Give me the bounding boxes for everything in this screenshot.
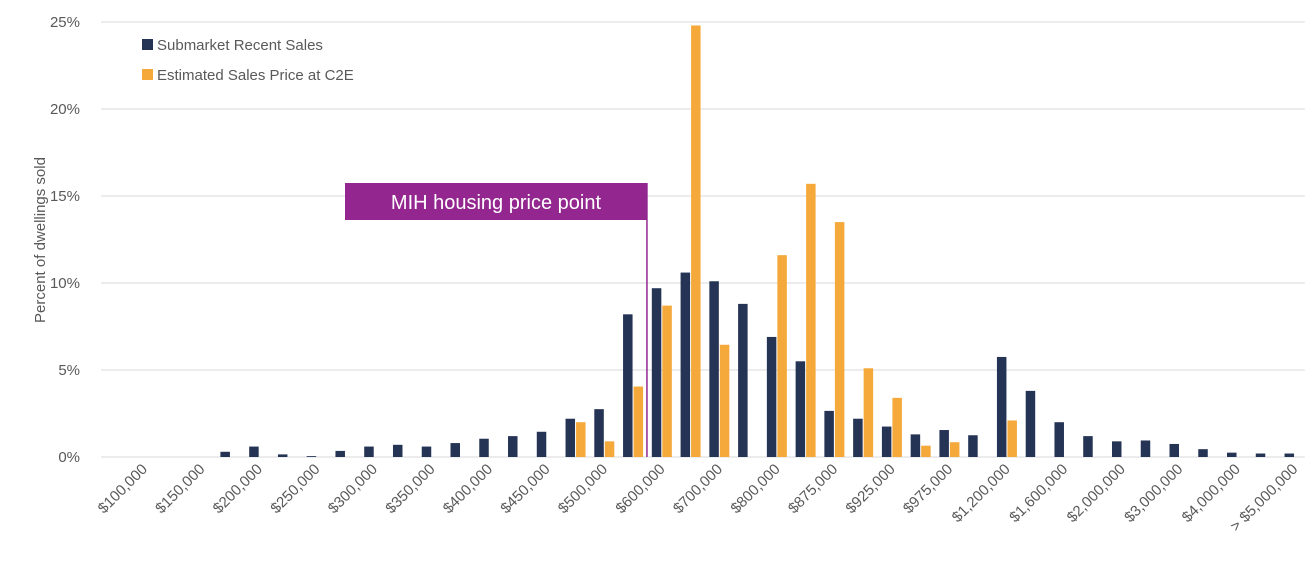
bar — [949, 442, 960, 457]
bar — [277, 454, 288, 457]
x-tick-label: $250,000 — [267, 461, 323, 517]
bar — [1111, 441, 1122, 457]
x-tick-label: $350,000 — [382, 461, 438, 517]
bar — [536, 431, 547, 457]
bar — [1198, 449, 1208, 457]
bar — [1255, 453, 1266, 457]
x-tick-label: $2,000,000 — [1064, 461, 1129, 526]
bar — [968, 435, 978, 457]
x-tick-label: $600,000 — [612, 461, 668, 517]
x-tick-label: $3,000,000 — [1121, 461, 1186, 526]
legend-label: Submarket Recent Sales — [157, 37, 323, 54]
y-tick-label: 0% — [58, 449, 80, 466]
x-tick-label: $700,000 — [670, 461, 726, 517]
x-tick-label: $450,000 — [497, 461, 553, 517]
bar — [306, 456, 317, 457]
x-tick-label: $800,000 — [727, 461, 783, 517]
bar — [450, 443, 460, 457]
bar — [680, 272, 691, 457]
bar — [1227, 452, 1237, 457]
bar — [479, 438, 489, 457]
x-tick-label: $1,600,000 — [1006, 461, 1071, 526]
bar — [939, 430, 949, 457]
bar — [565, 418, 576, 457]
bar — [1083, 436, 1093, 457]
bar — [1140, 440, 1151, 457]
bar — [1054, 422, 1064, 457]
bar — [576, 422, 586, 457]
x-tick-label: $150,000 — [152, 461, 208, 517]
bar — [335, 450, 345, 457]
bar — [623, 314, 633, 457]
bar — [1169, 443, 1179, 457]
annotation-text: MIH housing price point — [391, 192, 602, 214]
bar — [508, 436, 518, 457]
bar — [392, 444, 403, 457]
bar — [633, 386, 644, 457]
y-tick-label: 5% — [58, 362, 80, 379]
bar — [594, 409, 604, 457]
legend-swatch — [142, 69, 153, 80]
x-tick-label: $100,000 — [95, 461, 151, 517]
y-tick-label: 20% — [50, 101, 80, 118]
y-axis-label: Percent of dwellings sold — [32, 157, 49, 323]
bar — [604, 441, 615, 457]
y-tick-label: 25% — [50, 14, 80, 31]
x-tick-label: $300,000 — [325, 461, 381, 517]
bar — [651, 288, 662, 457]
bar — [691, 25, 701, 457]
bar — [220, 451, 230, 457]
bar — [853, 418, 863, 457]
x-tick-label: $1,200,000 — [949, 461, 1014, 526]
bar — [863, 368, 874, 457]
x-tick-label: $500,000 — [555, 461, 611, 517]
x-tick-label: $925,000 — [842, 461, 898, 517]
bar — [996, 356, 1007, 457]
bar — [834, 222, 845, 457]
bar — [921, 445, 931, 457]
bar — [892, 397, 902, 457]
y-tick-label: 15% — [50, 188, 80, 205]
bar — [662, 305, 672, 457]
bar — [1025, 390, 1036, 457]
x-tick-label: $975,000 — [900, 461, 956, 517]
bar — [881, 426, 892, 457]
x-tick-label: $200,000 — [210, 461, 266, 517]
bar — [364, 446, 374, 457]
x-tick-label: $400,000 — [440, 461, 496, 517]
bar — [777, 255, 787, 457]
y-tick-label: 10% — [50, 275, 80, 292]
bar — [719, 344, 730, 457]
legend-swatch — [142, 39, 153, 50]
bar — [1007, 420, 1017, 457]
bar — [249, 446, 259, 457]
bar — [738, 303, 748, 457]
x-tick-label: $875,000 — [785, 461, 841, 517]
bar — [709, 281, 719, 457]
bar — [1284, 453, 1295, 457]
bar — [421, 446, 432, 457]
legend-label: Estimated Sales Price at C2E — [157, 67, 354, 84]
bar — [824, 410, 834, 457]
bar — [806, 183, 816, 457]
annotation-box — [345, 183, 647, 220]
bar — [910, 434, 921, 457]
bar — [766, 336, 777, 457]
bar — [795, 361, 806, 457]
